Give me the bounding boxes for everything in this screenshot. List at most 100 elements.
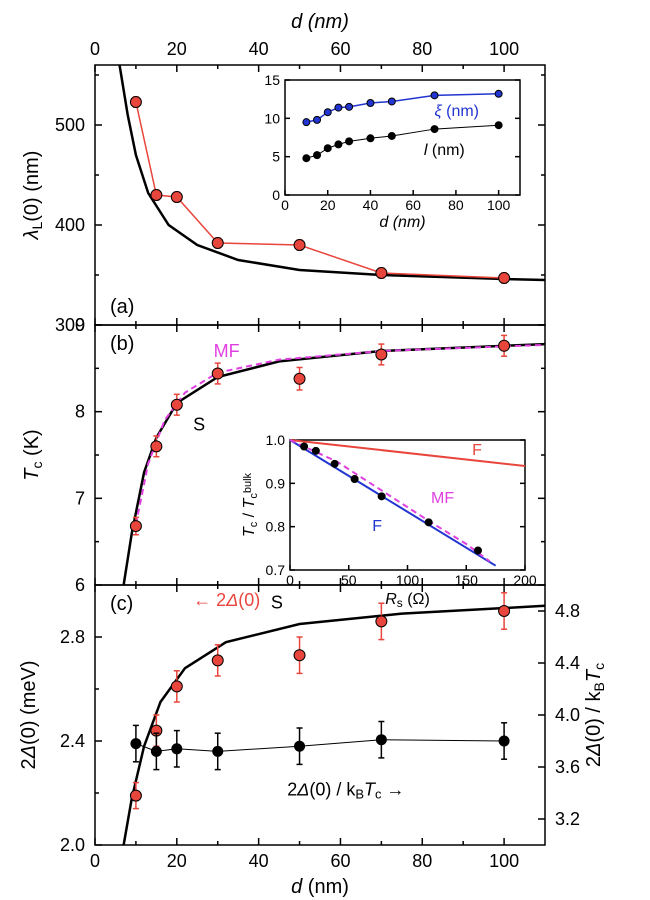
figure-svg: d (nm)020406080100300400500λL(0) (nm)(a)…	[0, 0, 650, 900]
inset-a-xi-point	[495, 90, 502, 97]
inset-a-xi-point	[388, 98, 395, 105]
x-tick-label: 100	[489, 39, 519, 59]
panel-b-data-point	[130, 521, 141, 532]
x-tick-label: 80	[412, 851, 432, 871]
panel-a-data-point	[376, 268, 387, 279]
inset-b-y-tick: 1.0	[266, 432, 286, 448]
panel-a-data-point	[294, 240, 305, 251]
x-tick-label: 0	[90, 851, 100, 871]
panel-a-fit-curve	[120, 65, 545, 280]
y-tick-label: 500	[55, 115, 85, 135]
figure-container: d (nm)020406080100300400500λL(0) (nm)(a)…	[0, 0, 650, 900]
inset-x-tick: 80	[448, 197, 464, 213]
panel-b-data-point	[376, 349, 387, 360]
inset-y-tick: 5	[272, 149, 280, 165]
inset-b-y-tick: 0.7	[266, 562, 286, 578]
panel-b-s-label: S	[193, 415, 205, 435]
inset-b-data-point	[378, 493, 385, 500]
inset-x-tick: 100	[487, 197, 511, 213]
inset-b-xlabel: Rs (Ω)	[385, 591, 430, 610]
inset-a-l-line	[306, 125, 498, 158]
panel-a-data-point	[151, 190, 162, 201]
panel-c-ratio-point	[172, 744, 182, 754]
panel-b-ylabel: Tc (K)	[21, 429, 45, 480]
y-right-tick: 4.0	[555, 705, 580, 725]
y-tick-label: 8	[75, 402, 85, 422]
inset-b-f-red-label: F	[472, 442, 482, 459]
x-tick-label: 60	[330, 39, 350, 59]
x-tick-label: 20	[167, 39, 187, 59]
inset-a-l-point	[495, 122, 502, 129]
inset-a-xi-point	[335, 104, 342, 111]
panel-c-ratio-point	[499, 736, 509, 746]
panel-c-gap-point	[294, 650, 305, 661]
inset-a-xi-label: ξ (nm)	[435, 103, 479, 120]
inset-y-tick: 15	[264, 72, 280, 88]
inset-a-xi-point	[367, 100, 374, 107]
panel-a-inset-frame	[285, 80, 520, 195]
panel-c-label: (c)	[110, 593, 133, 615]
inset-a-xi-point	[431, 92, 438, 99]
y-left-tick: 2.8	[60, 627, 85, 647]
inset-a-l-point	[388, 132, 395, 139]
y-tick-label: 7	[75, 488, 85, 508]
panel-c-s-label: S	[271, 592, 283, 612]
x-tick-label: 80	[412, 39, 432, 59]
panel-a-data-point	[212, 238, 223, 249]
inset-a-l-point	[335, 141, 342, 148]
inset-b-y-tick: 0.8	[266, 519, 286, 535]
panel-c-ratio-point	[131, 739, 141, 749]
inset-b-y-tick: 0.9	[266, 475, 286, 491]
panel-c-gap-point	[212, 655, 223, 666]
inset-b-f-blue-label: F	[372, 518, 382, 535]
x-tick-label: 100	[489, 851, 519, 871]
inset-a-l-point	[303, 155, 310, 162]
panel-c-ratio-line	[136, 740, 504, 752]
panel-a-data-point	[171, 192, 182, 203]
panel-c-gap-label: ← 2Δ(0)	[193, 590, 260, 610]
panel-c-ratio-label: 2Δ(0) / kBTc →	[287, 780, 404, 802]
panel-c-gap-point	[499, 606, 510, 617]
y-right-tick: 4.4	[555, 653, 580, 673]
inset-a-l-point	[431, 126, 438, 133]
panel-b-label: (b)	[110, 333, 134, 355]
inset-b-data-point	[425, 519, 432, 526]
panel-c-ylabel-right: 2Δ(0) / kBTc	[583, 663, 607, 767]
inset-x-tick: 20	[320, 197, 336, 213]
inset-b-data-point	[475, 547, 482, 554]
panel-a-data-point	[499, 273, 510, 284]
panel-c-ratio-point	[295, 741, 305, 751]
inset-a-l-point	[324, 145, 331, 152]
panel-b-data-point	[294, 373, 305, 384]
panel-b-data-point	[212, 368, 223, 379]
inset-a-xi-point	[346, 103, 353, 110]
inset-x-tick: 0	[281, 197, 289, 213]
inset-a-l-label: l (nm)	[424, 142, 465, 159]
inset-b-data-point	[331, 460, 338, 467]
panel-c-gap-point	[130, 790, 141, 801]
x-tick-label: 0	[90, 39, 100, 59]
inset-b-mf-label: MF	[431, 490, 454, 507]
inset-b-data-point	[312, 447, 319, 454]
inset-a-l-point	[367, 135, 374, 142]
y-tick-label: 6	[75, 575, 85, 595]
panel-a-label: (a)	[110, 296, 134, 318]
y-right-tick: 3.2	[555, 809, 580, 829]
y-left-tick: 2.0	[60, 835, 85, 855]
inset-x-tick: 40	[363, 197, 379, 213]
y-right-tick: 3.6	[555, 757, 580, 777]
panel-b-data-point	[151, 441, 162, 452]
panel-c-gap-point	[376, 616, 387, 627]
inset-a-xi-point	[324, 109, 331, 116]
panel-a-data-point	[130, 97, 141, 108]
y-tick-label: 400	[55, 215, 85, 235]
inset-b-data-point	[351, 476, 358, 483]
y-left-tick: 2.4	[60, 731, 85, 751]
panel-a-ylabel: λL(0) (nm)	[21, 151, 45, 241]
inset-y-tick: 10	[264, 110, 280, 126]
x-tick-label: 40	[249, 851, 269, 871]
inset-a-l-point	[314, 152, 321, 159]
bottom-x-axis-label: d (nm)	[291, 876, 349, 898]
panel-b-data-point	[171, 399, 182, 410]
x-tick-label: 20	[167, 851, 187, 871]
